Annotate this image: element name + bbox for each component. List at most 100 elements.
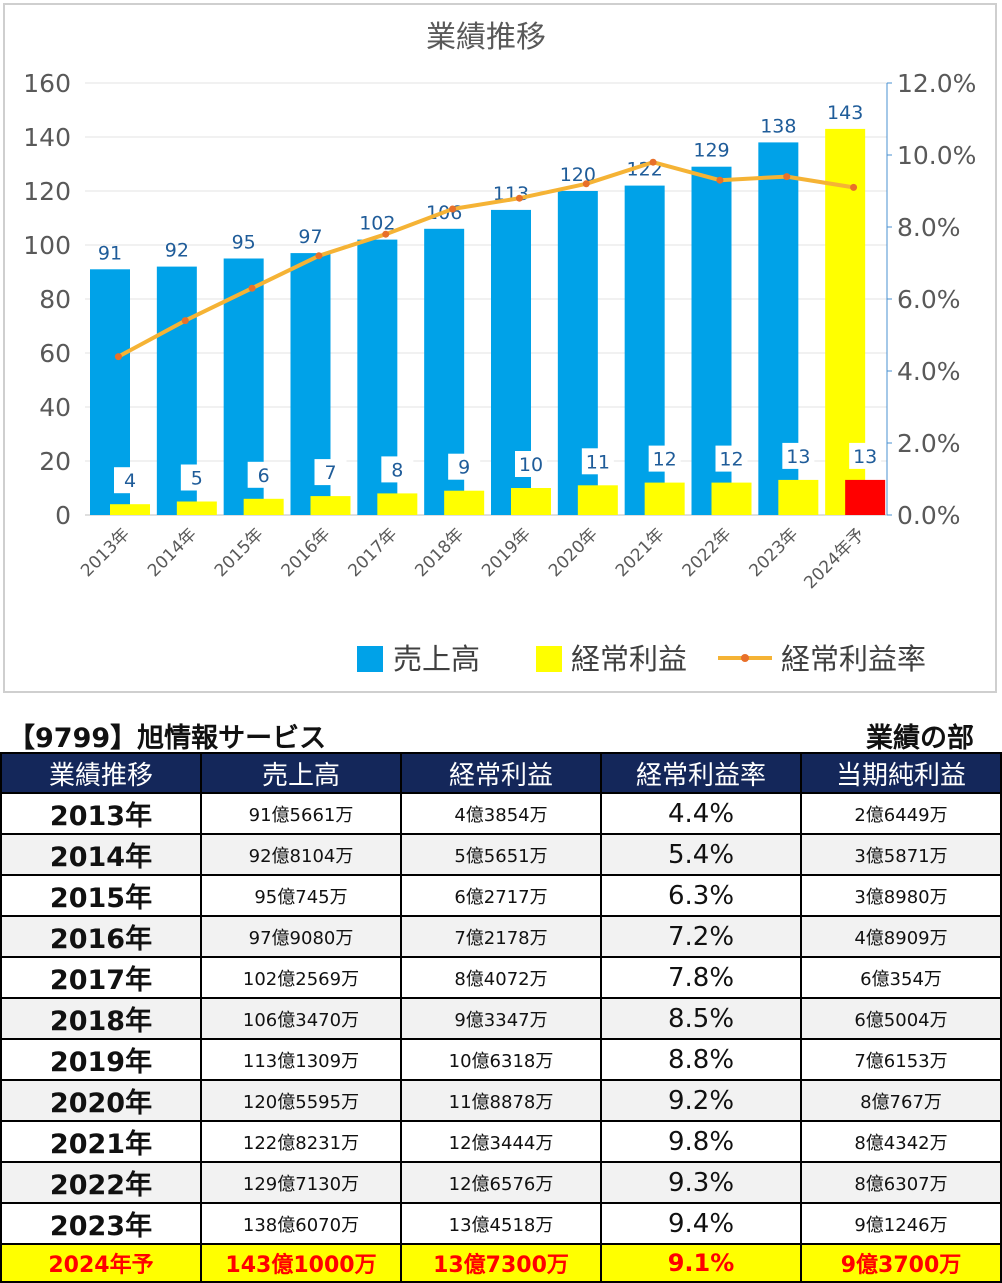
data-label-ordinary-profit: 7 xyxy=(324,462,336,484)
y-right-tick-label: 4.0% xyxy=(897,357,961,386)
y-right-tick-label: 0.0% xyxy=(897,501,961,530)
cell-profit-margin: 7.8% xyxy=(600,956,802,999)
data-label-ordinary-profit: 9 xyxy=(458,457,470,479)
data-label-ordinary-profit: 12 xyxy=(719,449,743,471)
table-row: 2019年 113億1309万 10億6318万 8.8% 7億6153万 xyxy=(0,1038,1002,1081)
x-tick-label: 2024年予 xyxy=(800,524,869,593)
data-label-ordinary-profit: 13 xyxy=(853,446,877,468)
data-label-bg xyxy=(314,459,347,486)
data-label-ordinary-profit: 13 xyxy=(786,446,810,468)
cell-year: 2013年 xyxy=(0,792,202,835)
cell-sales: 143億1000万 xyxy=(200,1243,402,1283)
data-label-sales: 92 xyxy=(165,240,189,262)
cell-net-income: 6億354万 xyxy=(800,956,1002,999)
cell-sales: 95億745万 xyxy=(200,874,402,917)
x-tick-label: 2021年 xyxy=(612,524,669,581)
point-profit-margin xyxy=(582,180,590,188)
data-label-sales: 129 xyxy=(693,140,729,162)
cell-sales: 120億5595万 xyxy=(200,1079,402,1122)
y-right-tick-label: 12.0% xyxy=(897,69,976,98)
x-tick-label: 2023年 xyxy=(746,524,803,581)
data-label-bg xyxy=(515,451,547,477)
cell-year: 2022年 xyxy=(0,1161,202,1204)
cell-year: 2014年 xyxy=(0,833,202,876)
cell-sales: 92億8104万 xyxy=(200,833,402,876)
x-tick-label: 2022年 xyxy=(679,524,736,581)
table-row: 2022年 129億7130万 12億6576万 9.3% 8億6307万 xyxy=(0,1161,1002,1204)
y-left-tick-label: 0 xyxy=(55,501,71,530)
data-label-bg xyxy=(381,456,414,483)
x-tick-label: 2013年 xyxy=(77,524,134,581)
cell-sales: 102億2569万 xyxy=(200,956,402,999)
data-label-ordinary-profit: 5 xyxy=(191,468,203,490)
bar-ordinary-profit xyxy=(577,485,618,515)
cell-year: 2024年予 xyxy=(0,1243,202,1283)
cell-sales: 91億5661万 xyxy=(200,792,402,835)
legend-label-sales: 売上高 xyxy=(393,642,480,676)
data-label-bg xyxy=(849,442,882,469)
cell-net-income: 2億6449万 xyxy=(800,792,1002,835)
cell-ordinary-profit: 8億4072万 xyxy=(400,956,602,999)
cell-ordinary-profit: 12億6576万 xyxy=(400,1161,602,1204)
cell-profit-margin: 6.3% xyxy=(600,874,802,917)
table-row: 2018年 106億3470万 9億3347万 8.5% 6億5004万 xyxy=(0,997,1002,1040)
cell-profit-margin: 5.4% xyxy=(600,833,802,876)
y-left-tick-label: 100 xyxy=(23,231,71,260)
cell-profit-margin: 9.3% xyxy=(600,1161,802,1204)
data-label-ordinary-profit: 10 xyxy=(519,454,543,476)
point-profit-margin xyxy=(181,317,189,325)
bar-ordinary-profit xyxy=(778,479,819,515)
point-profit-margin xyxy=(649,158,657,166)
cell-net-income: 3億5871万 xyxy=(800,833,1002,876)
cell-ordinary-profit: 6億2717万 xyxy=(400,874,602,917)
table-heading: 【9799】旭情報サービス 業績の部 xyxy=(8,712,974,754)
data-label-sales: 138 xyxy=(760,115,796,137)
cell-net-income: 4億8909万 xyxy=(800,915,1002,958)
cell-ordinary-profit: 7億2178万 xyxy=(400,915,602,958)
data-label-ordinary-profit: 11 xyxy=(586,451,610,473)
cell-sales: 97億9080万 xyxy=(200,915,402,958)
legend-label-ordinary-profit: 経常利益 xyxy=(571,642,687,676)
x-tick-label: 2015年 xyxy=(211,524,268,581)
cell-net-income: 7億6153万 xyxy=(800,1038,1002,1081)
cell-ordinary-profit: 13億7300万 xyxy=(400,1243,602,1283)
y-left-tick-label: 120 xyxy=(23,177,71,206)
cell-ordinary-profit: 4億3854万 xyxy=(400,792,602,835)
data-label-sales: 102 xyxy=(359,213,395,235)
bar-ordinary-profit xyxy=(243,498,284,515)
data-label-sales: 95 xyxy=(232,232,256,254)
table-header-row: 業績推移 売上高 経常利益 経常利益率 当期純利益 xyxy=(0,752,1002,794)
cell-ordinary-profit: 10億6318万 xyxy=(400,1038,602,1081)
header-net-income: 当期純利益 xyxy=(800,752,1002,794)
point-profit-margin xyxy=(850,183,858,191)
x-tick-label: 2018年 xyxy=(411,524,468,581)
point-profit-margin xyxy=(248,284,256,292)
bar-ordinary-profit xyxy=(444,490,485,515)
legend-marker-profit-margin xyxy=(741,654,749,662)
y-right-tick-label: 6.0% xyxy=(897,285,961,314)
cell-net-income: 9億3700万 xyxy=(800,1243,1002,1283)
y-right-tick-label: 2.0% xyxy=(897,429,961,458)
cell-net-income: 8億6307万 xyxy=(800,1161,1002,1204)
section-title: 業績の部 xyxy=(866,723,974,754)
x-tick-label: 2014年 xyxy=(144,524,201,581)
data-label-ordinary-profit: 12 xyxy=(653,449,677,471)
point-profit-margin xyxy=(783,173,791,181)
cell-profit-margin: 8.8% xyxy=(600,1038,802,1081)
cell-profit-margin: 7.2% xyxy=(600,915,802,958)
header-profit-margin: 経常利益率 xyxy=(600,752,802,794)
x-tick-label: 2020年 xyxy=(545,524,602,581)
data-label-sales: 91 xyxy=(98,242,122,264)
point-profit-margin xyxy=(716,176,724,184)
x-tick-label: 2019年 xyxy=(478,524,535,581)
data-label-sales: 143 xyxy=(827,102,863,124)
cell-year: 2023年 xyxy=(0,1202,202,1245)
cell-ordinary-profit: 11億8878万 xyxy=(400,1079,602,1122)
point-profit-margin xyxy=(315,252,323,260)
legend-label-profit-margin: 経常利益率 xyxy=(781,642,926,676)
data-label-bg xyxy=(782,442,815,469)
point-profit-margin xyxy=(114,353,122,361)
cell-year: 2018年 xyxy=(0,997,202,1040)
cell-profit-margin: 9.8% xyxy=(600,1120,802,1163)
data-label-bg xyxy=(114,467,146,494)
